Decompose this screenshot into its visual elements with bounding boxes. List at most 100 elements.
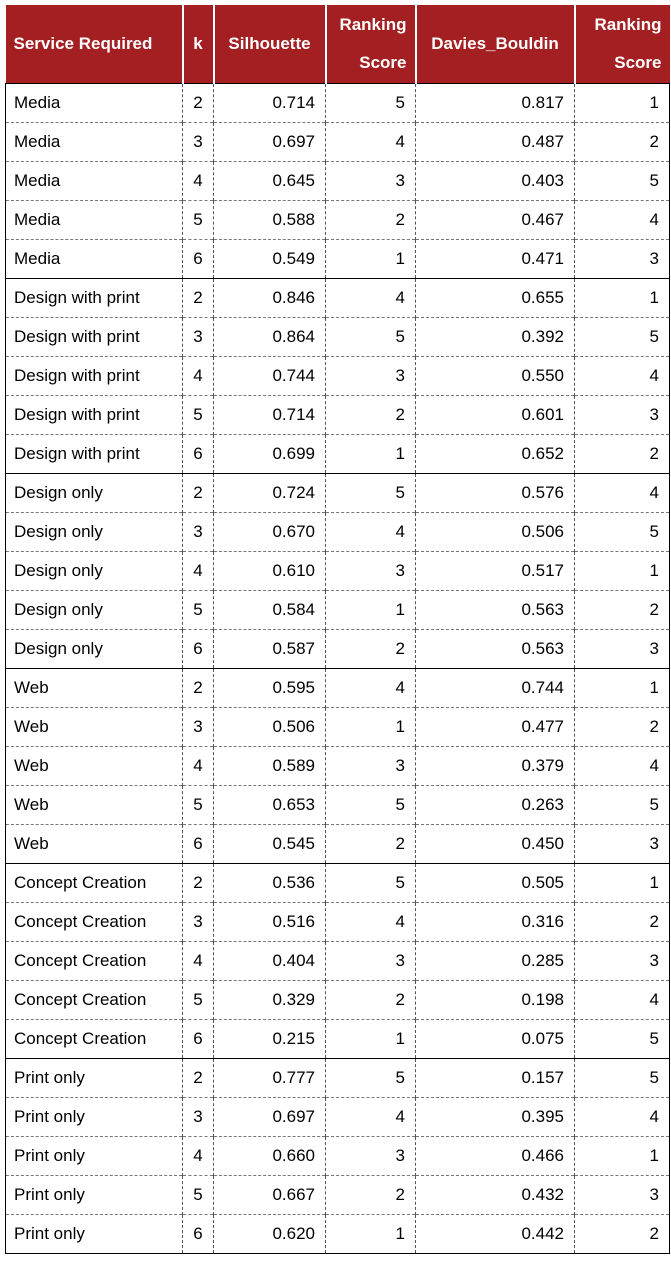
cell-k: 4 (182, 746, 214, 786)
cell-ranking-score-silhouette: 5 (325, 1058, 416, 1098)
table-row: Design with print 5 0.714 2 0.601 3 (5, 395, 670, 435)
cell-ranking-score-davies-bouldin: 2 (574, 1214, 670, 1254)
cell-silhouette: 0.587 (213, 629, 326, 669)
cell-ranking-score-davies-bouldin: 5 (574, 785, 670, 825)
cell-silhouette: 0.777 (213, 1058, 326, 1098)
cell-silhouette: 0.667 (213, 1175, 326, 1215)
cell-service: Concept Creation (5, 902, 183, 942)
header-k: k (181, 5, 214, 84)
cell-k: 3 (182, 1097, 214, 1137)
cell-service: Media (5, 122, 183, 162)
cell-silhouette: 0.549 (213, 239, 326, 279)
cell-service: Concept Creation (5, 863, 183, 903)
cell-silhouette: 0.670 (213, 512, 326, 552)
cell-ranking-score-silhouette: 1 (325, 239, 416, 279)
cell-ranking-score-davies-bouldin: 3 (574, 395, 670, 435)
cell-davies-bouldin: 0.432 (415, 1175, 575, 1215)
table-row: Print only 2 0.777 5 0.157 5 (5, 1058, 670, 1098)
cell-k: 2 (182, 473, 214, 513)
cell-ranking-score-silhouette: 1 (325, 1214, 416, 1254)
cell-k: 6 (182, 1019, 214, 1059)
cell-davies-bouldin: 0.392 (415, 317, 575, 357)
cell-silhouette: 0.724 (213, 473, 326, 513)
cell-k: 5 (182, 590, 214, 630)
cell-silhouette: 0.660 (213, 1136, 326, 1176)
cell-silhouette: 0.744 (213, 356, 326, 396)
cell-silhouette: 0.653 (213, 785, 326, 825)
table-row: Web 2 0.595 4 0.744 1 (5, 668, 670, 708)
cell-davies-bouldin: 0.517 (415, 551, 575, 591)
table-row: Concept Creation 4 0.404 3 0.285 3 (5, 941, 670, 981)
cell-ranking-score-davies-bouldin: 4 (574, 746, 670, 786)
table-row: Concept Creation 5 0.329 2 0.198 4 (5, 980, 670, 1020)
cell-service: Design only (5, 551, 183, 591)
cell-ranking-score-silhouette: 2 (325, 980, 416, 1020)
cell-ranking-score-silhouette: 4 (325, 278, 416, 318)
cell-ranking-score-silhouette: 1 (325, 434, 416, 474)
cell-ranking-score-davies-bouldin: 5 (574, 317, 670, 357)
cell-davies-bouldin: 0.563 (415, 590, 575, 630)
cell-k: 5 (182, 980, 214, 1020)
cell-ranking-score-silhouette: 4 (325, 1097, 416, 1137)
cell-silhouette: 0.506 (213, 707, 326, 747)
table-row: Design with print 3 0.864 5 0.392 5 (5, 317, 670, 357)
table-row: Design with print 6 0.699 1 0.652 2 (5, 434, 670, 474)
table-row: Print only 3 0.697 4 0.395 4 (5, 1097, 670, 1137)
cell-service: Design only (5, 629, 183, 669)
cell-ranking-score-silhouette: 2 (325, 629, 416, 669)
cell-ranking-score-davies-bouldin: 5 (574, 1019, 670, 1059)
cell-davies-bouldin: 0.075 (415, 1019, 575, 1059)
cell-silhouette: 0.645 (213, 161, 326, 201)
cell-davies-bouldin: 0.601 (415, 395, 575, 435)
cell-ranking-score-davies-bouldin: 3 (574, 824, 670, 864)
cell-davies-bouldin: 0.157 (415, 1058, 575, 1098)
cell-k: 5 (182, 200, 214, 240)
cell-ranking-score-silhouette: 3 (325, 551, 416, 591)
header-ranking-score-2-line2: Score (614, 53, 662, 72)
cell-ranking-score-silhouette: 4 (325, 902, 416, 942)
table-row: Design only 5 0.584 1 0.563 2 (5, 590, 670, 630)
cell-service: Web (5, 785, 183, 825)
cell-silhouette: 0.699 (213, 434, 326, 474)
header-silhouette: Silhouette (212, 5, 326, 84)
cell-silhouette: 0.697 (213, 122, 326, 162)
cell-ranking-score-silhouette: 2 (325, 824, 416, 864)
cell-davies-bouldin: 0.576 (415, 473, 575, 513)
cell-davies-bouldin: 0.198 (415, 980, 575, 1020)
cell-service: Web (5, 824, 183, 864)
cell-silhouette: 0.545 (213, 824, 326, 864)
cell-silhouette: 0.595 (213, 668, 326, 708)
cell-ranking-score-silhouette: 5 (325, 473, 416, 513)
cell-ranking-score-davies-bouldin: 3 (574, 239, 670, 279)
cell-ranking-score-davies-bouldin: 2 (574, 122, 670, 162)
table-row: Media 3 0.697 4 0.487 2 (5, 122, 670, 162)
table-row: Print only 5 0.667 2 0.432 3 (5, 1175, 670, 1215)
cell-davies-bouldin: 0.550 (415, 356, 575, 396)
header-ranking-score-2-line1: Ranking (594, 15, 662, 34)
header-row: Service Required k Silhouette Ranking Sco… (5, 5, 670, 84)
cell-k: 5 (182, 785, 214, 825)
cell-silhouette: 0.215 (213, 1019, 326, 1059)
header-ranking-score-1-line1: Ranking (339, 15, 407, 34)
cell-service: Design only (5, 512, 183, 552)
cell-silhouette: 0.610 (213, 551, 326, 591)
cell-davies-bouldin: 0.316 (415, 902, 575, 942)
cell-ranking-score-davies-bouldin: 1 (574, 83, 670, 123)
cell-silhouette: 0.846 (213, 278, 326, 318)
table-row: Media 5 0.588 2 0.467 4 (5, 200, 670, 240)
cell-silhouette: 0.620 (213, 1214, 326, 1254)
cell-service: Print only (5, 1136, 183, 1176)
table-row: Design only 6 0.587 2 0.563 3 (5, 629, 670, 669)
table-row: Print only 6 0.620 1 0.442 2 (5, 1214, 670, 1254)
cell-k: 2 (182, 1058, 214, 1098)
cell-k: 4 (182, 941, 214, 981)
cell-ranking-score-davies-bouldin: 2 (574, 707, 670, 747)
cell-ranking-score-silhouette: 3 (325, 941, 416, 981)
table-row: Web 5 0.653 5 0.263 5 (5, 785, 670, 825)
table-row: Web 3 0.506 1 0.477 2 (5, 707, 670, 747)
cell-ranking-score-davies-bouldin: 1 (574, 1136, 670, 1176)
cell-service: Print only (5, 1214, 183, 1254)
cell-davies-bouldin: 0.505 (415, 863, 575, 903)
cell-ranking-score-silhouette: 2 (325, 200, 416, 240)
cell-service: Print only (5, 1097, 183, 1137)
